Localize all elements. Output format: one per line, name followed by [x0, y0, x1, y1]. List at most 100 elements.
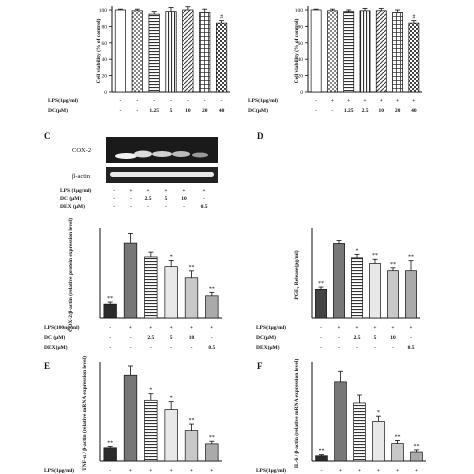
bar	[184, 430, 199, 462]
condition-value: +	[347, 98, 350, 104]
condition-value: -	[320, 345, 322, 351]
condition-value: +	[377, 468, 380, 474]
significance-mark: **	[319, 449, 325, 455]
bar	[144, 399, 158, 462]
blot-cox2-strip	[106, 137, 218, 163]
significance-mark: **	[390, 262, 396, 268]
chart-f: IL-6 / β-actin (relative mRNA expression…	[256, 359, 426, 474]
condition-value: 10	[185, 108, 191, 114]
condition-value: -	[120, 108, 122, 114]
condition-value: +	[355, 325, 358, 331]
bar	[333, 243, 345, 319]
bar	[343, 11, 355, 93]
blot-row-value: -	[130, 204, 132, 210]
blot-band	[134, 150, 152, 158]
bar	[351, 257, 363, 319]
condition-value: -	[332, 108, 334, 114]
blot-band	[115, 153, 137, 159]
blot-row-value: -	[130, 196, 132, 202]
condition-row-label: DC (μM)	[44, 334, 65, 341]
bar	[369, 263, 381, 319]
condition-value: -	[374, 345, 376, 351]
blot-condition-table: LPS (1μg/ml) - + + + + + DC (μM) - - 2.5 5 10 - DEX (μ…	[60, 187, 208, 210]
condition-value: 20	[202, 108, 208, 114]
significance-mark: *	[149, 388, 152, 394]
blot-band	[172, 151, 190, 157]
condition-value: 10	[189, 335, 195, 341]
condition-value: -	[392, 345, 394, 351]
condition-value: -	[315, 98, 317, 104]
blot-row-value: -	[113, 204, 115, 210]
blot-band	[192, 152, 208, 158]
condition-value: -	[321, 468, 323, 474]
blot-row-value: -	[147, 204, 149, 210]
blot-row-label: DEX (μM)	[60, 203, 85, 210]
bar	[144, 256, 158, 319]
blot-label-actin: β-actin	[72, 173, 91, 180]
y-axis-label: Cell viability (% of control)	[95, 18, 102, 83]
bar	[114, 9, 127, 93]
bar	[148, 13, 160, 93]
bar	[123, 242, 138, 319]
y-axis-label: TNF-α / β-actin (relative mRNA expressio…	[81, 356, 88, 471]
significance-mark: *	[356, 248, 359, 254]
bar	[315, 288, 327, 319]
condition-row-label: LPS(1μg/ml)	[248, 97, 278, 104]
condition-value: -	[136, 108, 138, 114]
significance-mark: **	[318, 281, 324, 287]
significance-mark: #	[220, 15, 223, 21]
chart-d: PGE₂ Release(pg/ml) *********LPS(1μg/ml) -…	[256, 228, 420, 351]
condition-value: 2.5	[354, 335, 361, 341]
condition-value: +	[149, 325, 152, 331]
condition-row-label: DC(μM)	[48, 107, 68, 114]
condition-value: -	[109, 345, 111, 351]
bar	[315, 455, 328, 462]
bar	[103, 447, 117, 462]
blot-row-value: -	[113, 188, 115, 194]
condition-row-label: DC(μM)	[248, 107, 268, 114]
western-blot: COX-2 β-actin	[72, 137, 218, 183]
panel-label-f: F	[257, 361, 263, 371]
condition-value: +	[415, 468, 418, 474]
bar	[123, 374, 138, 462]
condition-value: +	[358, 468, 361, 474]
condition-value: +	[396, 98, 399, 104]
condition-row-label: DEX(μM)	[256, 344, 280, 351]
blot-row-value: -	[183, 204, 185, 210]
bar	[410, 451, 423, 462]
condition-value: -	[109, 468, 111, 474]
bar	[327, 10, 338, 93]
condition-value: -	[320, 325, 322, 331]
y-tick-label: 80	[102, 24, 108, 30]
condition-value: -	[320, 335, 322, 341]
significance-mark: **	[189, 418, 195, 424]
blot-row-value: 2.5	[145, 196, 152, 202]
y-axis-label: COX-2/β-actin (relative protein expressi…	[67, 218, 74, 332]
condition-value: +	[210, 468, 213, 474]
condition-value: -	[356, 345, 358, 351]
y-tick-label: 0	[104, 90, 107, 96]
significance-mark: **	[372, 253, 378, 259]
condition-value: 40	[411, 108, 417, 114]
y-tick-label: 0	[300, 90, 303, 96]
condition-value: -	[170, 345, 172, 351]
bar	[164, 266, 178, 319]
bar	[372, 421, 385, 462]
condition-value: -	[109, 335, 111, 341]
condition-value: +	[412, 98, 415, 104]
condition-value: +	[129, 325, 132, 331]
condition-value: 1.25	[149, 108, 159, 114]
significance-mark: **	[189, 265, 195, 271]
y-tick-label: 60	[298, 41, 304, 47]
bar	[408, 22, 420, 93]
condition-value: -	[153, 98, 155, 104]
y-tick-label: 80	[298, 24, 304, 30]
bar	[353, 402, 366, 462]
bar	[359, 10, 371, 93]
y-tick-label: 20	[298, 74, 304, 80]
bar	[391, 443, 404, 462]
condition-value: +	[409, 325, 412, 331]
condition-value: 0.5	[408, 345, 415, 351]
condition-value: +	[339, 468, 342, 474]
